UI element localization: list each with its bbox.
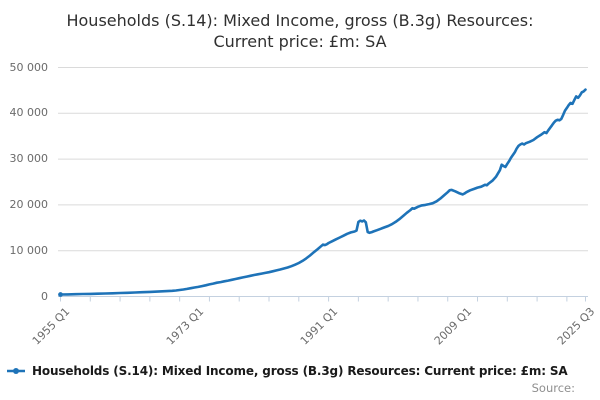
legend-item[interactable]: Households (S.14): Mixed Income, gross (…: [6, 364, 568, 378]
chart-title-line1: Households (S.14): Mixed Income, gross (…: [66, 11, 534, 30]
legend-line-marker-icon: [7, 368, 25, 374]
y-axis-tick-label: 20 000: [9, 197, 49, 211]
y-axis-tick-label: 40 000: [9, 106, 49, 120]
y-axis-tick-label: 30 000: [9, 152, 49, 166]
y-axis-tick-label: 50 000: [9, 60, 49, 74]
source-label: Source:: [531, 381, 575, 395]
y-axis-tick-label: 10 000: [9, 243, 49, 257]
y-axis-tick-label: 0: [41, 289, 48, 303]
plot-area: [58, 67, 588, 302]
series-line[interactable]: [59, 88, 587, 296]
chart-title-line2: Current price: £m: SA: [213, 32, 387, 51]
chart-title: Households (S.14): Mixed Income, gross (…: [0, 10, 600, 52]
legend-label: Households (S.14): Mixed Income, gross (…: [32, 364, 568, 378]
series-start-marker: [58, 292, 63, 297]
